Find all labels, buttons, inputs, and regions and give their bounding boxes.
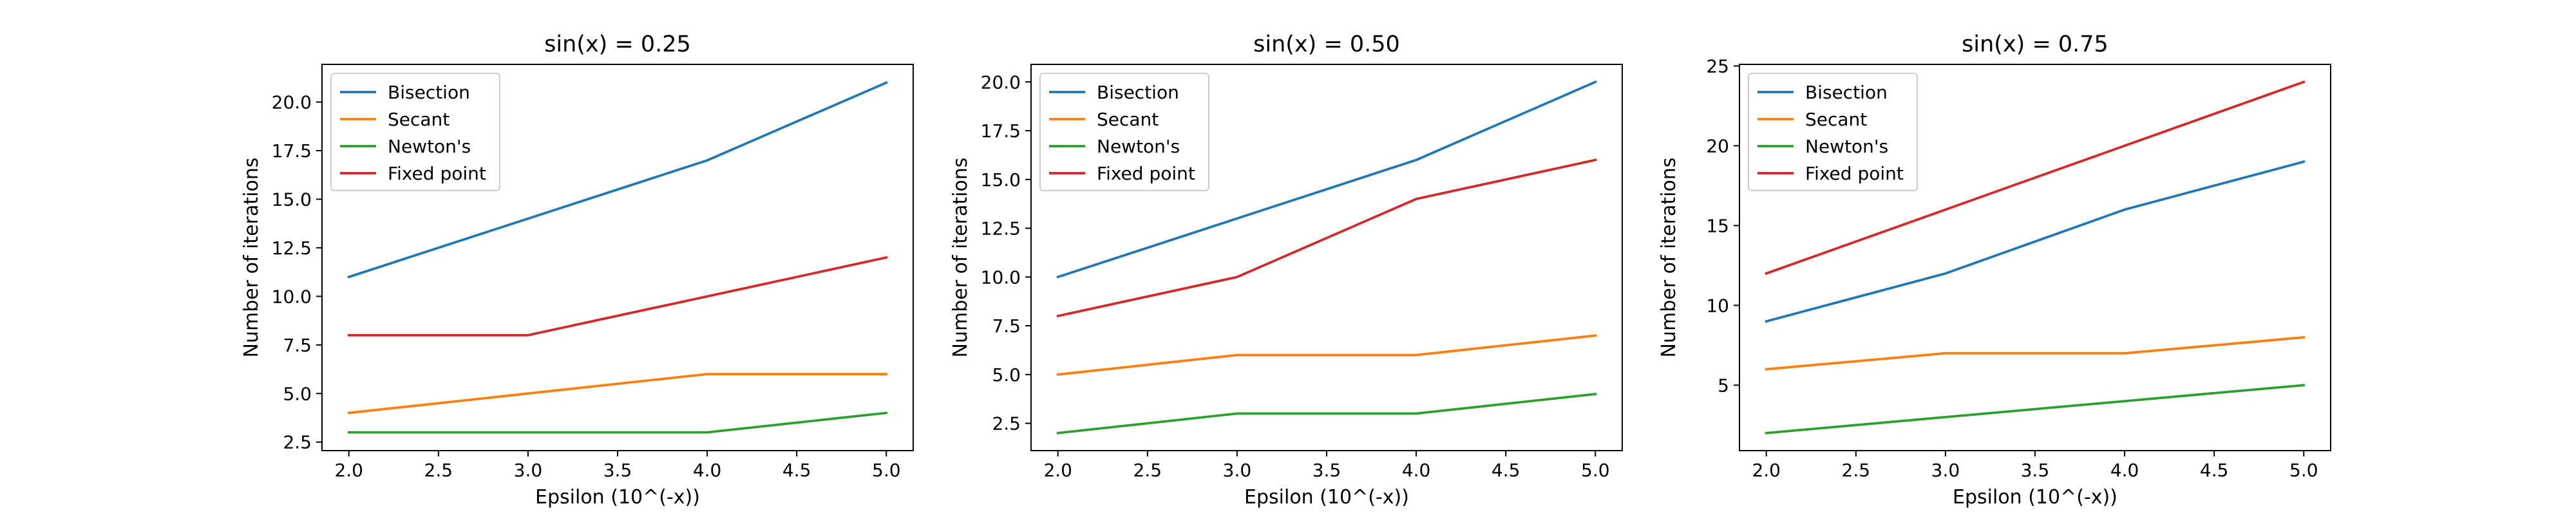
series-line-bisection	[1056, 80, 1597, 279]
legend-label: Newton's	[388, 136, 471, 157]
chart-title: sin(x) = 0.75	[1962, 32, 2108, 57]
x-tick-label: 2.5	[1133, 460, 1162, 481]
x-tick-label: 2.0	[1752, 460, 1781, 481]
y-tick-label: 10.0	[981, 267, 1021, 288]
series-line-secant	[347, 373, 888, 415]
x-tick-label: 3.0	[1931, 460, 1960, 481]
chart-panel-3: sin(x) = 0.75 2.0 2.5 3.0 3.5 4.0 4.5 5.0 5 10 15 2…	[1658, 32, 2331, 509]
y-axis-label: Number of iterations	[1658, 158, 1680, 358]
x-tick-label: 2.5	[424, 460, 453, 481]
legend-label: Newton's	[1805, 136, 1888, 157]
legend: Bisection Secant Newton's Fixed point	[330, 73, 500, 191]
chart-title: sin(x) = 0.50	[1253, 32, 1400, 57]
x-tick-label: 3.5	[2021, 460, 2050, 481]
x-axis-label: Epsilon (10^(-x))	[1244, 486, 1409, 509]
series-line-bisection	[1765, 160, 2306, 323]
y-tick-label: 2.5	[992, 413, 1021, 435]
y-tick-label: 7.5	[992, 315, 1021, 337]
y-tick-label: 5.0	[992, 364, 1021, 386]
x-tick-label: 4.5	[1492, 460, 1520, 481]
legend-label: Secant	[1097, 109, 1159, 130]
legend-label: Fixed point	[1097, 163, 1195, 184]
chart-panel-2: sin(x) = 0.50 2.0 2.5 3.0 3.5 4.0 4.5 5.0 2.5 5.0…	[949, 32, 1623, 509]
x-tick-label: 5.0	[872, 460, 901, 481]
series-line-newton-s	[1765, 384, 2306, 435]
axes-frame	[1739, 64, 2331, 451]
y-tick-label: 2.5	[283, 432, 312, 453]
legend-label: Bisection	[388, 82, 470, 103]
y-tick-label: 10.0	[272, 286, 312, 307]
y-tick-label: 10	[1706, 295, 1729, 316]
series-line-secant	[1056, 334, 1597, 376]
legend-label: Newton's	[1097, 136, 1180, 157]
legend-box	[1039, 73, 1209, 191]
y-tick-label: 7.5	[283, 335, 312, 356]
y-tick-label: 25	[1706, 55, 1729, 77]
y-tick-label: 5	[1718, 375, 1729, 396]
x-tick-label: 3.5	[1312, 460, 1341, 481]
series-line-fixed-point	[1056, 158, 1597, 318]
y-tick-label: 15	[1706, 215, 1729, 236]
x-tick-label: 2.0	[334, 460, 363, 481]
legend-label: Fixed point	[388, 163, 486, 184]
chart-title: sin(x) = 0.25	[544, 32, 691, 57]
x-tick-label: 4.5	[782, 460, 811, 481]
y-tick-label: 17.5	[272, 140, 312, 162]
legend-label: Bisection	[1805, 82, 1888, 103]
x-axis-label: Epsilon (10^(-x))	[1953, 486, 2117, 509]
legend-label: Secant	[1805, 109, 1867, 130]
axes-frame	[1030, 64, 1623, 451]
x-tick-label: 3.0	[514, 460, 543, 481]
y-tick-label: 12.5	[981, 218, 1021, 239]
legend-box	[330, 73, 500, 191]
x-axis-label: Epsilon (10^(-x))	[535, 486, 700, 509]
y-axis-label: Number of iterations	[240, 158, 263, 358]
axes-frame	[321, 64, 914, 451]
y-tick-label: 15.0	[981, 169, 1021, 191]
y-tick-label: 5.0	[283, 383, 312, 404]
series-line-newton-s	[347, 411, 888, 434]
y-axis-label: Number of iterations	[949, 158, 972, 358]
legend-label: Secant	[388, 109, 450, 130]
series-line-fixed-point	[1765, 80, 2306, 276]
legend-label: Bisection	[1097, 82, 1179, 103]
y-tick-label: 20	[1706, 135, 1729, 156]
series-line-secant	[1765, 335, 2306, 371]
legend-label: Fixed point	[1805, 163, 1904, 184]
x-tick-label: 4.0	[2110, 460, 2139, 481]
y-tick-label: 12.5	[272, 238, 312, 259]
y-tick-label: 17.5	[981, 120, 1021, 142]
x-tick-label: 3.5	[603, 460, 632, 481]
series-line-newton-s	[1056, 393, 1597, 435]
x-tick-label: 5.0	[2289, 460, 2318, 481]
y-tick-label: 20.0	[272, 92, 312, 113]
x-tick-label: 5.0	[1581, 460, 1610, 481]
x-tick-label: 2.5	[1842, 460, 1871, 481]
series-line-fixed-point	[347, 256, 888, 337]
y-tick-label: 15.0	[272, 189, 312, 210]
legend: Bisection Secant Newton's Fixed point	[1039, 73, 1209, 191]
series-line-bisection	[347, 80, 888, 279]
x-tick-label: 4.0	[693, 460, 722, 481]
legend: Bisection Secant Newton's Fixed point	[1748, 73, 1918, 191]
y-tick-label: 20.0	[981, 71, 1021, 93]
chart-panel-1: sin(x) = 0.25 2.0 2.5 3.0 3.5 4.0 4.5 5.0 2.5 5.0…	[240, 32, 914, 509]
x-tick-label: 3.0	[1223, 460, 1252, 481]
x-tick-label: 4.0	[1402, 460, 1431, 481]
x-tick-label: 2.0	[1043, 460, 1072, 481]
legend-box	[1748, 73, 1918, 191]
x-tick-label: 4.5	[2200, 460, 2229, 481]
